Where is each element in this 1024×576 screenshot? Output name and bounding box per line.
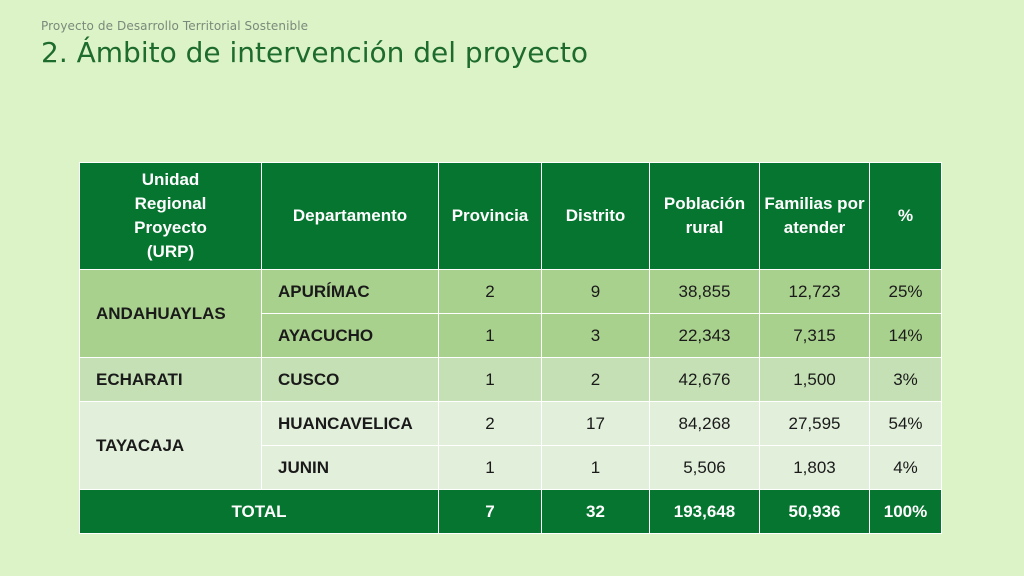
cell-provincia: 1 xyxy=(438,445,542,490)
cell-provincia: 2 xyxy=(438,401,542,446)
total-distrito: 32 xyxy=(541,489,650,534)
intervention-table: Unidad Regional Proyecto (URP) Departame… xyxy=(79,162,942,534)
cell-provincia: 2 xyxy=(438,269,542,314)
header-urp-line1: Unidad xyxy=(141,170,200,189)
cell-departamento: CUSCO xyxy=(261,357,439,402)
header-familias-line1: Familias por xyxy=(764,194,865,213)
cell-familias: 1,803 xyxy=(759,445,870,490)
header-poblacion-line1: Población xyxy=(663,194,746,213)
table-row: AYACUCHO 1 3 22,343 7,315 14% xyxy=(80,313,942,358)
header-urp: Unidad Regional Proyecto (URP) xyxy=(79,162,262,270)
header-distrito: Distrito xyxy=(541,162,650,270)
table-row: JUNIN 1 1 5,506 1,803 4% xyxy=(80,445,942,490)
cell-provincia: 1 xyxy=(438,357,542,402)
cell-distrito: 2 xyxy=(541,357,650,402)
table-row: ANDAHUAYLAS APURÍMAC 2 9 38,855 12,723 2… xyxy=(79,269,942,358)
cell-distrito: 9 xyxy=(541,269,650,314)
total-row: TOTAL 7 32 193,648 50,936 100% xyxy=(79,489,942,534)
total-provincia: 7 xyxy=(438,489,542,534)
cell-departamento: HUANCAVELICA xyxy=(261,401,439,446)
slide-kicker: Proyecto de Desarrollo Territorial Soste… xyxy=(41,19,309,33)
cell-pct: 25% xyxy=(869,269,942,314)
cell-familias: 1,500 xyxy=(759,357,870,402)
cell-poblacion: 84,268 xyxy=(649,401,760,446)
table-row: TAYACAJA HUANCAVELICA 2 17 84,268 27,595… xyxy=(79,401,942,490)
cell-distrito: 17 xyxy=(541,401,650,446)
total-pct: 100% xyxy=(869,489,942,534)
cell-provincia: 1 xyxy=(438,313,542,358)
header-familias-line2: atender xyxy=(783,218,846,237)
slide-title: 2. Ámbito de intervención del proyecto xyxy=(41,36,589,69)
header-poblacion: Población rural xyxy=(649,162,760,270)
header-urp-line4: (URP) xyxy=(146,242,195,261)
urp-andahuaylas: ANDAHUAYLAS xyxy=(79,269,262,358)
header-familias: Familias por atender xyxy=(759,162,870,270)
cell-familias: 27,595 xyxy=(759,401,870,446)
cell-poblacion: 5,506 xyxy=(649,445,760,490)
cell-pct: 14% xyxy=(869,313,942,358)
total-familias: 50,936 xyxy=(759,489,870,534)
cell-departamento: APURÍMAC xyxy=(261,269,439,314)
cell-pct: 54% xyxy=(869,401,942,446)
cell-distrito: 3 xyxy=(541,313,650,358)
cell-poblacion: 42,676 xyxy=(649,357,760,402)
urp-tayacaja: TAYACAJA xyxy=(79,401,262,490)
header-urp-line2: Regional xyxy=(134,194,207,213)
total-label: TOTAL xyxy=(79,489,439,534)
cell-familias: 12,723 xyxy=(759,269,870,314)
total-poblacion: 193,648 xyxy=(649,489,760,534)
table-header-row: Unidad Regional Proyecto (URP) Departame… xyxy=(79,162,942,270)
cell-departamento: AYACUCHO xyxy=(261,313,439,358)
cell-poblacion: 22,343 xyxy=(649,313,760,358)
header-departamento: Departamento xyxy=(261,162,439,270)
header-urp-line3: Proyecto xyxy=(134,218,207,237)
cell-pct: 4% xyxy=(869,445,942,490)
cell-pct: 3% xyxy=(869,357,942,402)
table-row: ECHARATI CUSCO 1 2 42,676 1,500 3% xyxy=(79,357,942,402)
header-pct: % xyxy=(869,162,942,270)
cell-familias: 7,315 xyxy=(759,313,870,358)
urp-echarati: ECHARATI xyxy=(79,357,262,402)
cell-distrito: 1 xyxy=(541,445,650,490)
cell-departamento: JUNIN xyxy=(261,445,439,490)
cell-poblacion: 38,855 xyxy=(649,269,760,314)
header-provincia: Provincia xyxy=(438,162,542,270)
header-poblacion-line2: rural xyxy=(685,218,724,237)
